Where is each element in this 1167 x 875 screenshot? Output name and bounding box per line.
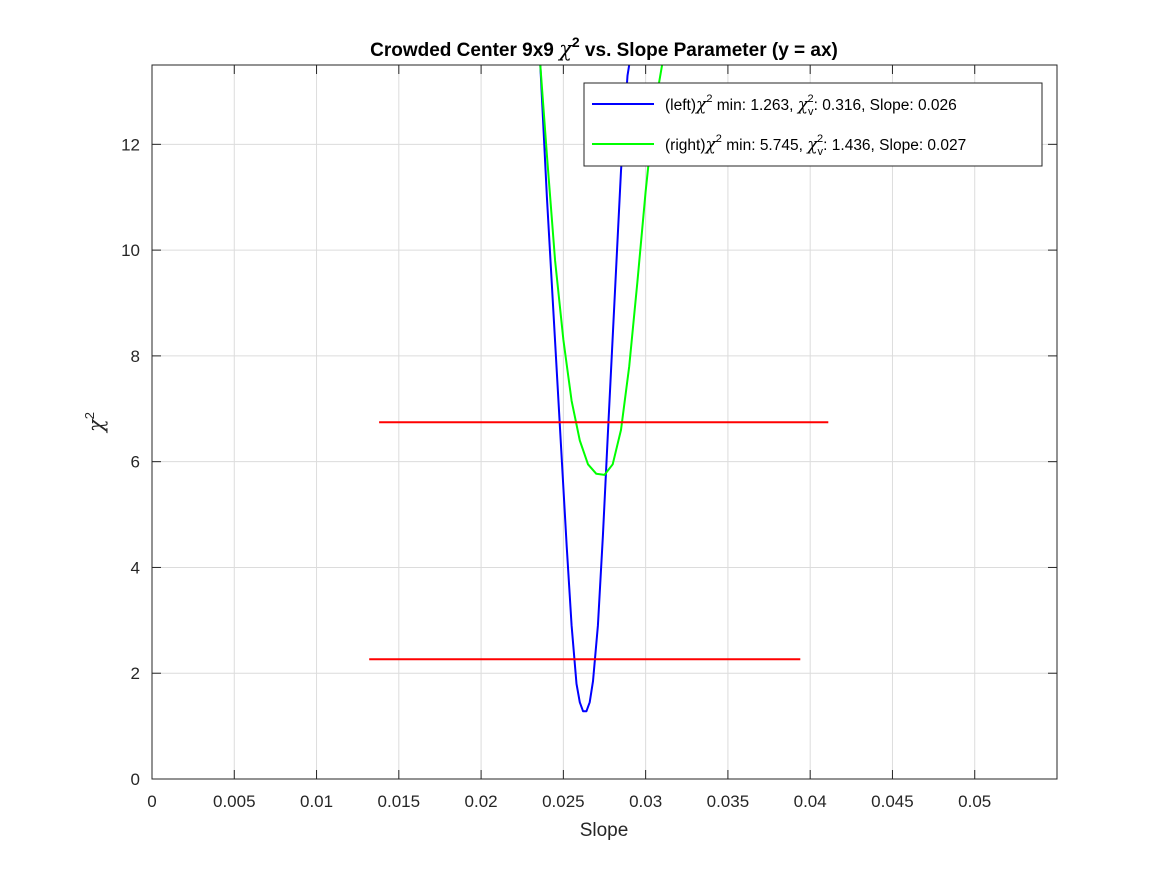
series-line-left [539,65,631,713]
y-tick-label: 6 [131,453,140,472]
title-chi-symbol: χ [557,37,573,61]
y-tick-label: 0 [131,770,140,789]
y-axis-chi-symbol: χ [84,418,108,434]
legend-box [583,82,1043,167]
grid-lines [151,65,1057,780]
x-tick-label: 0 [147,792,156,811]
y-axis-superscript: 2 [82,412,97,419]
title-suffix: vs. Slope Parameter (y = ax) [580,40,838,61]
y-tick-label: 8 [131,347,140,366]
x-tick-label: 0.04 [794,792,827,811]
x-tick-label: 0.02 [465,792,498,811]
x-tick-label: 0.05 [958,792,991,811]
title-prefix: Crowded Center 9x9 [370,40,559,61]
x-tick-label: 0.01 [300,792,333,811]
y-tick-label: 4 [131,558,140,577]
data-series [369,65,829,713]
y-axis-label: χ2 [82,412,108,434]
chart-title: Crowded Center 9x9 χ2 vs. Slope Paramete… [370,34,838,61]
x-tick-label: 0.015 [378,792,421,811]
x-axis-label: Slope [580,820,629,841]
y-tick-label: 12 [121,135,140,154]
x-tick-label: 0.025 [542,792,585,811]
x-tick-label: 0.005 [213,792,256,811]
x-tick-label: 0.035 [707,792,750,811]
y-tick-label: 10 [121,241,140,260]
legend: (left)χ2 min: 1.263, χv2: 0.316, Slope: … [583,82,1043,167]
legend-entry-right: (right)χ2 min: 5.745, χv2: 1.436, Slope:… [665,133,966,158]
series-line-right [539,65,664,476]
x-tick-label: 0.045 [871,792,914,811]
axes-box [151,64,1058,780]
legend-entry-left: (left)χ2 min: 1.263, χv2: 0.316, Slope: … [665,93,957,118]
axis-ticks: 0 0.005 0.01 0.015 0.02 0.025 0.03 0.035 0.04 0.0… [121,65,1057,811]
y-tick-label: 2 [131,664,140,683]
x-tick-label: 0.03 [629,792,662,811]
title-superscript: 2 [572,34,580,50]
